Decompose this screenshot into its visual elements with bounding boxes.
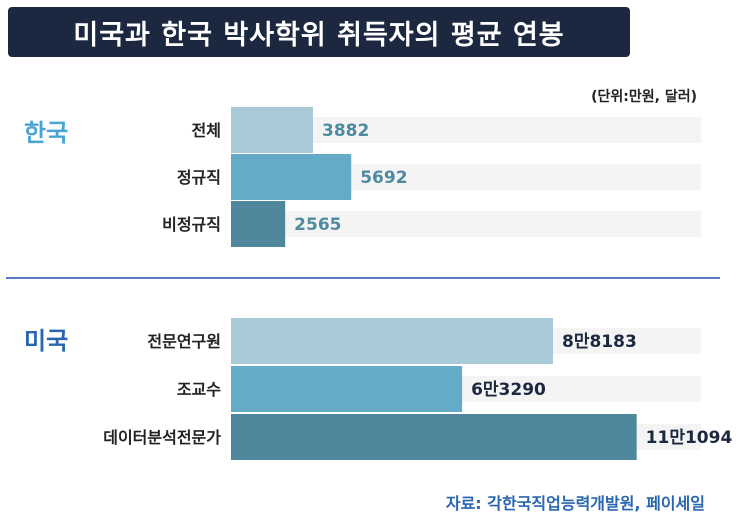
bar-us-1 [231, 366, 463, 412]
value-label: 8만8183 [562, 332, 637, 352]
bar-korea-0 [231, 107, 313, 153]
value-label: 6만3290 [471, 380, 546, 400]
bar-us-0 [231, 318, 553, 364]
category-label: 비정규직 [162, 215, 221, 234]
bar-korea-2 [231, 201, 286, 247]
section-label-korea: 한국 [24, 119, 69, 147]
value-label: 2565 [294, 215, 341, 235]
bar-us-2 [231, 414, 637, 460]
section-label-us: 미국 [24, 327, 69, 355]
category-label: 전문연구원 [147, 332, 221, 351]
category-label: 정규직 [177, 168, 221, 187]
chart-title: 미국과 한국 박사학위 취득자의 평균 연봉 [73, 19, 565, 51]
title-banner: 미국과 한국 박사학위 취득자의 평균 연봉 [8, 7, 630, 57]
category-label: 조교수 [177, 380, 221, 399]
source-note: 자료: 각한국직업능력개발원, 페이세일 [445, 494, 705, 513]
bar-track [231, 211, 701, 237]
value-label: 3882 [322, 121, 369, 141]
bar-korea-1 [231, 154, 352, 200]
value-label: 5692 [360, 168, 407, 188]
value-label: 11만1094 [646, 428, 733, 448]
unit-note: (단위:만원, 달러) [591, 89, 697, 105]
section-divider [6, 277, 720, 279]
category-label: 데이터분석전문가 [103, 428, 221, 447]
category-label: 전체 [192, 121, 221, 140]
